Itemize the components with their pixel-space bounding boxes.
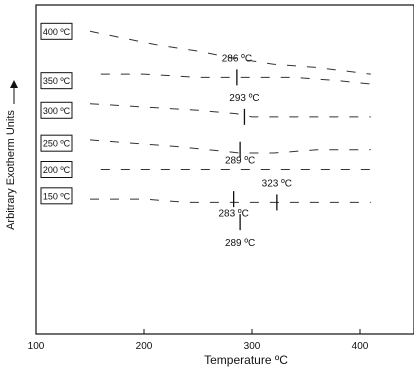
transition-label-3: 323 ºC xyxy=(262,179,292,190)
transition-label-4: 283 ºC xyxy=(218,208,248,219)
x-tick-label-3: 400 xyxy=(352,341,369,352)
curve-label-5: 150 ºC xyxy=(43,191,71,201)
curve-label-box-3 xyxy=(40,134,73,152)
x-axis-label: Temperature ºC xyxy=(204,353,288,367)
curve-label-0: 400 ºC xyxy=(43,27,71,37)
curve-label-box-0 xyxy=(40,22,73,40)
x-tick-label-2: 300 xyxy=(244,341,261,352)
x-tick-label-0: 100 xyxy=(28,341,45,352)
marker-group: 286 ºC 293 ºC 289 ºC 323 ºC 283 ºC 289 ºC xyxy=(218,54,292,249)
curve-label-2: 300 ºC xyxy=(43,106,71,116)
curve-label-3: 250 ºC xyxy=(43,139,71,149)
plot-frame xyxy=(35,4,414,335)
y-axis-arrow xyxy=(10,80,18,104)
transition-label-1: 293 ºC xyxy=(229,93,259,104)
curve-label-1: 350 ºC xyxy=(43,76,71,86)
curve-0 xyxy=(89,30,371,75)
curve-3 xyxy=(89,139,371,154)
curve-label-box-5 xyxy=(40,187,73,205)
curve-label-box-1 xyxy=(40,72,73,90)
transition-label-0: 286 ºC xyxy=(222,54,252,65)
curve-group xyxy=(89,30,371,203)
x-tick-group: 100 200 300 400 xyxy=(28,329,369,352)
curve-label-group: 400 ºC 350 ºC 300 ºC 250 ºC 200 ºC 150 ºC xyxy=(40,22,73,205)
curve-label-box-2 xyxy=(40,101,73,119)
transition-label-2: 289 ºC xyxy=(225,156,255,167)
curve-label-box-4 xyxy=(40,161,73,178)
curve-2 xyxy=(89,103,371,118)
curve-5 xyxy=(90,198,371,203)
transition-label-5: 289 ºC xyxy=(225,238,255,249)
curve-label-4: 200 ºC xyxy=(43,165,71,175)
x-tick-label-1: 200 xyxy=(136,341,153,352)
curve-1 xyxy=(100,73,371,85)
y-axis-label: Arbitrary Exotherm Units xyxy=(5,110,17,230)
